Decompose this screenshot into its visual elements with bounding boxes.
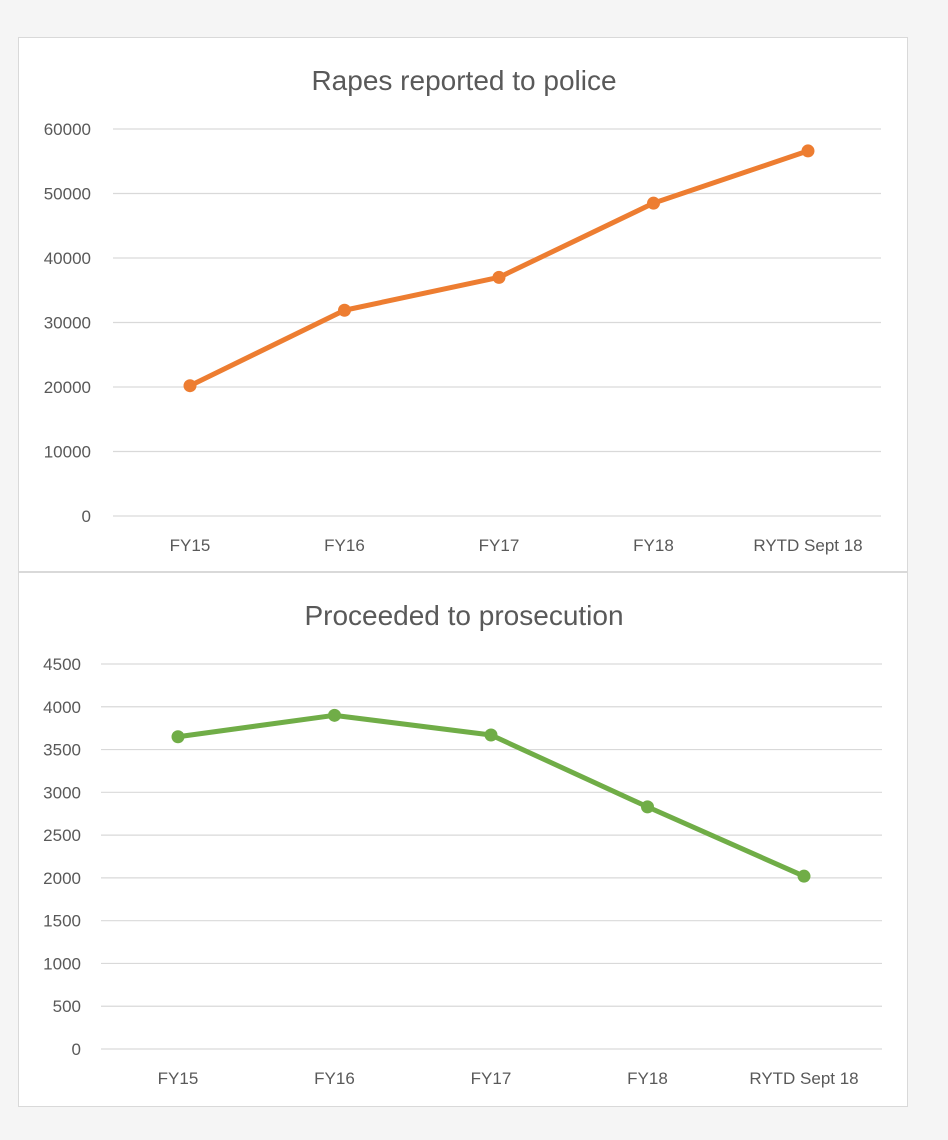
x-tick-label: FY18 [633,536,674,555]
y-tick-label: 4000 [43,698,81,717]
data-point [797,869,811,883]
data-point [328,708,341,722]
y-axis: 0 500 1000 1500 2000 2500 3000 3500 4000 4500 [43,655,81,1059]
x-tick-label: RYTD Sept 18 [753,536,862,555]
x-tick-label: FY17 [471,1069,512,1088]
y-tick-label: 2500 [43,826,81,845]
grid [101,663,882,1050]
y-tick-label: 0 [72,1040,81,1059]
x-tick-label: FY16 [314,1069,355,1088]
x-tick-label: FY15 [158,1069,199,1088]
y-axis: 0 10000 20000 30000 40000 50000 60000 [44,120,91,526]
data-point [183,379,197,393]
y-tick-label: 30000 [44,314,91,333]
chart-title: Rapes reported to police [311,65,616,96]
y-tick-label: 2000 [43,869,81,888]
data-point [492,270,506,284]
y-tick-label: 20000 [44,378,91,397]
chart-rapes-reported: Rapes reported to police 0 10000 20000 3000… [44,65,881,555]
data-point [484,728,498,742]
y-tick-label: 500 [53,997,81,1016]
y-tick-label: 3500 [43,741,81,760]
data-point [647,196,660,210]
x-axis: FY15 FY16 FY17 FY18 RYTD Sept 18 [158,1069,859,1088]
y-tick-label: 1000 [43,954,81,973]
series [183,144,815,393]
chart-panel-proceeded-to-prosecution: Proceeded to prosecution 0 500 1000 1500 200… [18,572,908,1107]
x-tick-label: FY17 [479,536,520,555]
x-tick-label: FY16 [324,536,365,555]
x-axis: FY15 FY16 FY17 FY18 RYTD Sept 18 [170,536,863,555]
chart-title: Proceeded to prosecution [304,600,623,631]
y-tick-label: 60000 [44,120,91,139]
data-point [338,303,351,317]
chart-panel-rapes-reported: Rapes reported to police 0 10000 20000 3000… [18,37,908,572]
x-tick-label: FY15 [170,536,211,555]
chart-proceeded-to-prosecution: Proceeded to prosecution 0 500 1000 1500 200… [43,600,882,1088]
data-point [171,730,185,744]
grid [113,128,881,517]
x-tick-label: FY18 [627,1069,668,1088]
series-line [187,148,811,389]
y-tick-label: 40000 [44,249,91,268]
y-tick-label: 4500 [43,655,81,674]
y-tick-label: 50000 [44,185,91,204]
data-point [801,144,815,158]
y-tick-label: 3000 [43,783,81,802]
y-tick-label: 1500 [43,912,81,931]
data-point [641,800,654,814]
y-tick-label: 10000 [44,443,91,462]
y-tick-label: 0 [82,507,91,526]
x-tick-label: RYTD Sept 18 [749,1069,858,1088]
series [171,708,811,883]
